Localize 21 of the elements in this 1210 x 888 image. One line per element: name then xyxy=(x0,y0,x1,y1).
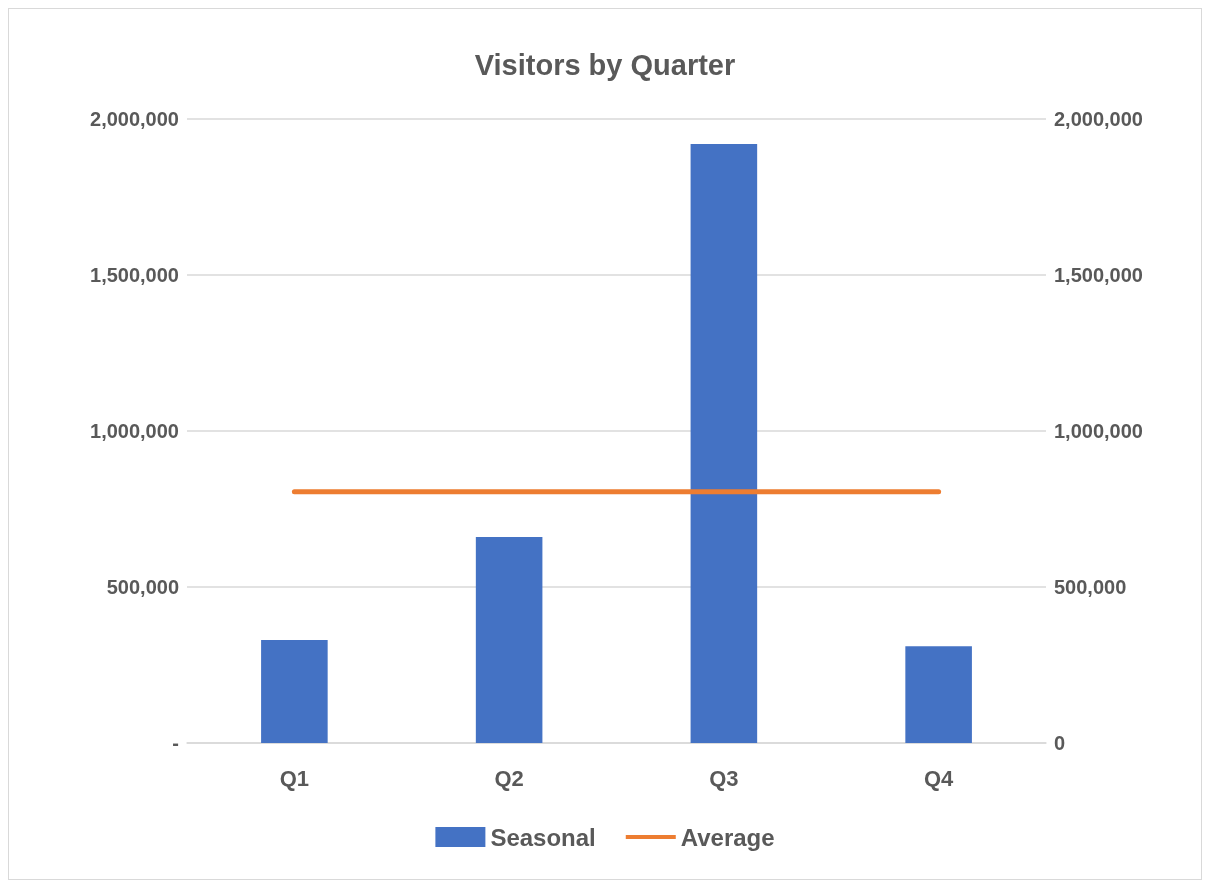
chart-title: Visitors by Quarter xyxy=(474,48,736,81)
bar xyxy=(690,143,758,743)
x-tick-label: Q3 xyxy=(709,765,739,791)
bar xyxy=(905,646,972,743)
y-tick-label: 1,500,000 xyxy=(90,264,179,286)
y2-tick-label: 1,500,000 xyxy=(1054,264,1143,286)
y2-tick-label: 0 xyxy=(1054,732,1066,754)
y-tick-label: 1,000,000 xyxy=(90,420,179,442)
y2-tick-label: 500,000 xyxy=(1054,576,1127,598)
bar xyxy=(261,640,328,743)
y-tick-label: 500,000 xyxy=(106,576,179,598)
x-tick-label: Q2 xyxy=(494,765,524,791)
y-tick-label: - xyxy=(172,732,179,754)
bar xyxy=(475,537,543,743)
y2-tick-label: 1,000,000 xyxy=(1054,420,1143,442)
legend-label: Seasonal xyxy=(490,823,596,851)
x-tick-label: Q1 xyxy=(279,765,310,791)
x-tick-label: Q4 xyxy=(923,765,955,791)
legend-label: Average xyxy=(680,823,775,851)
y2-tick-label: 2,000,000 xyxy=(1054,108,1143,130)
y-tick-label: 2,000,000 xyxy=(90,108,179,130)
